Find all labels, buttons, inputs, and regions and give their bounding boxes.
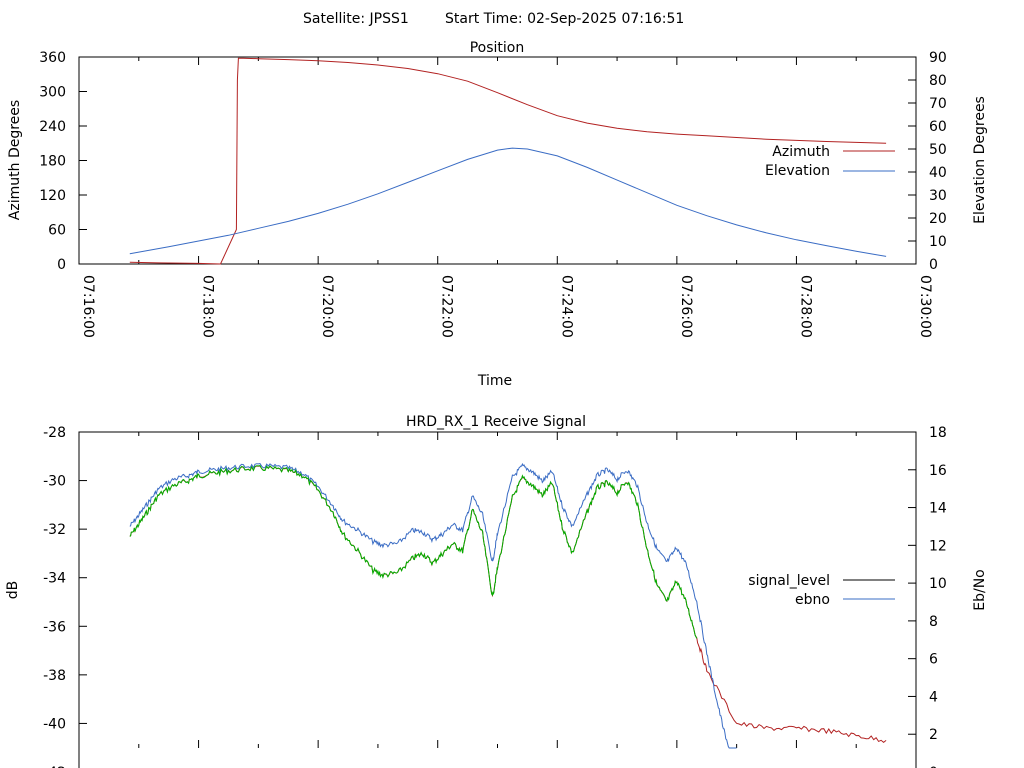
position-plot-frame <box>78 56 917 265</box>
signal-y-tick-label: -40 <box>43 716 66 732</box>
elevation-series-line <box>129 147 887 257</box>
signal-axis-ticks: -42 -40 -38 -36 -34 -32 -30 -28 0 2 4 6 8 10 12 14 16 18 <box>43 425 947 768</box>
signal-y2-tick-label: 6 <box>929 652 938 668</box>
position-y-tick-label: 0 <box>57 257 66 273</box>
signal-chart-title: HRD_RX_1 Receive Signal <box>406 414 586 430</box>
signal-y2-axis-label: Eb/No <box>972 569 988 611</box>
position-y2-tick-label: 80 <box>929 73 947 89</box>
position-x-tick-label: 07:24:00 <box>558 275 574 338</box>
signal-series <box>129 462 887 749</box>
signal-y-axis-label: dB <box>5 581 21 600</box>
position-y2-tick-label: 30 <box>929 188 947 204</box>
position-y-tick-label: 120 <box>39 188 66 204</box>
signal-y2-tick-label: 10 <box>929 576 947 592</box>
signal-level-overlay-line <box>129 465 698 639</box>
position-y-tick-label: 60 <box>48 223 66 239</box>
signal-y2-tick-label: 14 <box>929 501 947 517</box>
legend-ebno-label: ebno <box>795 592 830 608</box>
position-y2-tick-label: 20 <box>929 211 947 227</box>
signal-y-tick-label: -42 <box>43 765 66 768</box>
azimuth-series-line <box>129 57 887 265</box>
position-x-tick-label: 07:26:00 <box>678 275 694 338</box>
signal-legend: signal_level ebno <box>748 573 895 608</box>
signal-y2-tick-label: 0 <box>929 765 938 768</box>
position-y2-tick-label: 70 <box>929 96 947 112</box>
signal-y2-tick-label: 4 <box>929 689 938 705</box>
position-y2-tick-label: 40 <box>929 165 947 181</box>
signal-level-series-line <box>129 465 887 744</box>
signal-y2-tick-label: 8 <box>929 614 938 630</box>
position-y2-tick-label: 90 <box>929 50 947 66</box>
position-chart: Position 0 60 120 180 240 300 360 0 10 20 30 40 50 60… <box>7 40 988 389</box>
satellite-label: Satellite: JPSS1 <box>303 11 409 27</box>
position-y2-tick-label: 10 <box>929 234 947 250</box>
signal-y-tick-label: -38 <box>43 668 66 684</box>
position-y2-axis-label: Elevation Degrees <box>972 96 988 224</box>
position-y2-tick-label: 50 <box>929 142 947 158</box>
signal-y-tick-label: -32 <box>43 522 66 538</box>
signal-y2-tick-label: 18 <box>929 425 947 441</box>
position-x-tick-label: 07:16:00 <box>80 275 96 338</box>
position-y-tick-label: 180 <box>39 154 66 170</box>
position-y-tick-label: 360 <box>39 50 66 66</box>
legend-azimuth-label: Azimuth <box>772 144 830 160</box>
signal-y-tick-label: -28 <box>43 425 66 441</box>
position-legend: Azimuth Elevation <box>765 144 895 179</box>
signal-y-tick-label: -30 <box>43 474 66 490</box>
signal-y2-tick-label: 12 <box>929 538 947 554</box>
position-x-axis-label: Time <box>477 373 512 389</box>
position-y-tick-label: 300 <box>39 85 66 101</box>
signal-y-tick-label: -36 <box>43 619 66 635</box>
signal-y2-tick-label: 16 <box>929 463 947 479</box>
position-chart-title: Position <box>470 40 525 56</box>
position-x-tick-label: 07:30:00 <box>917 275 933 338</box>
position-y2-tick-label: 60 <box>929 119 947 135</box>
signal-y2-tick-label: 2 <box>929 727 938 743</box>
position-x-tick-label: 07:20:00 <box>319 275 335 338</box>
position-x-tick-label: 07:18:00 <box>200 275 216 338</box>
position-y2-tick-label: 0 <box>929 257 938 273</box>
ebno-series-line <box>129 462 737 749</box>
position-y-axis-label: Azimuth Degrees <box>7 100 23 220</box>
position-x-tick-label: 07:22:00 <box>439 275 455 338</box>
position-axis-ticks: 0 60 120 180 240 300 360 0 10 20 30 40 50 60 70 80 90 07:… <box>39 50 947 338</box>
legend-signal-level-label: signal_level <box>748 573 830 589</box>
legend-elevation-label: Elevation <box>765 163 830 179</box>
signal-y-tick-label: -34 <box>43 571 66 587</box>
start-time-label: Start Time: 02-Sep-2025 07:16:51 <box>445 11 684 27</box>
position-x-tick-label: 07:28:00 <box>797 275 813 338</box>
signal-chart: HRD_RX_1 Receive Signal -42-40-38-36-34-… <box>5 414 988 768</box>
position-y-tick-label: 240 <box>39 119 66 135</box>
signal-plot-frame <box>78 431 917 768</box>
position-series <box>129 57 887 265</box>
